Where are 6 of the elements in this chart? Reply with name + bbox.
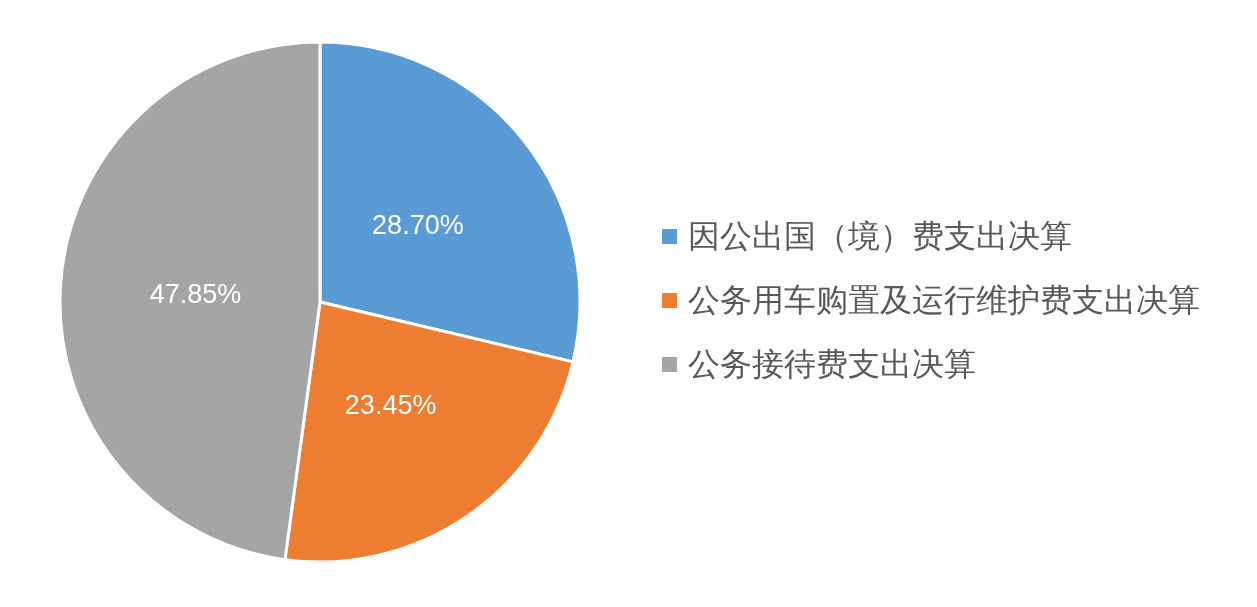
legend-label: 因公出国（境）费支出决算 (688, 218, 1072, 254)
data-label: 28.70% (372, 209, 464, 240)
data-label: 23.45% (344, 389, 437, 420)
data-label: 47.85% (149, 278, 242, 309)
legend-label: 公务接待费支出决算 (688, 346, 976, 382)
legend-label: 公务用车购置及运行维护费支出决算 (688, 282, 1200, 318)
